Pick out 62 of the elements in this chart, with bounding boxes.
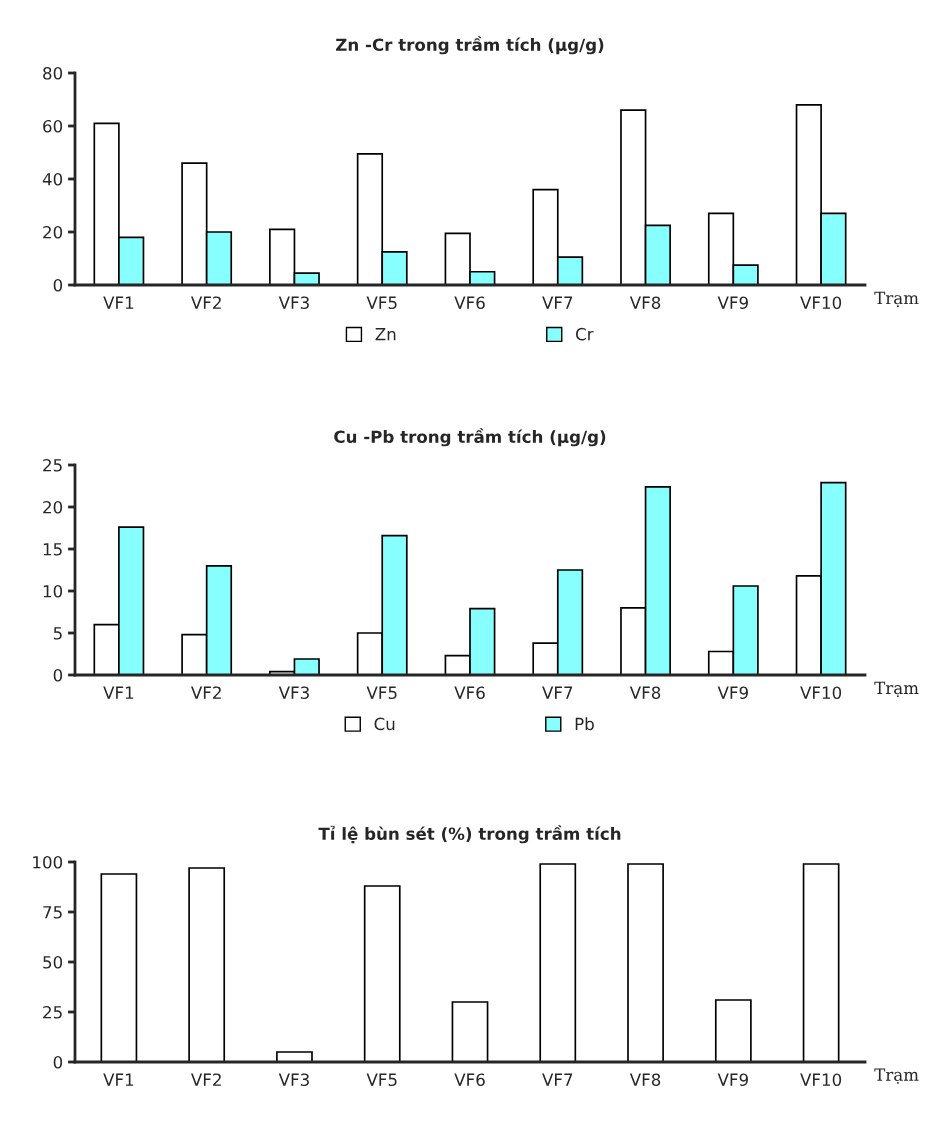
y-tick-label: 25: [43, 458, 62, 472]
legend-label: Zn: [375, 328, 396, 341]
x-tick-label: VF2: [191, 1073, 221, 1086]
y-tick-label: 10: [43, 584, 63, 598]
x-tick-label: VF6: [454, 686, 485, 700]
x-tick-label: VF7: [542, 296, 573, 309]
x-tick-label: VF9: [717, 1073, 748, 1087]
y-tick-label: 100: [33, 855, 63, 869]
y-tick-label: 15: [43, 543, 62, 556]
x-axis-title: Trạm: [874, 681, 919, 698]
bar: [627, 863, 664, 1062]
chart-title: Zn -Cr trong trầm tích (μg/g): [336, 36, 604, 55]
x-tick-label: VF6: [454, 1073, 485, 1087]
x-tick-label: VF1: [103, 1073, 134, 1086]
bar: [363, 885, 401, 1062]
chart-title: Cu -Pb trong trầm tích (μg/g): [334, 428, 606, 447]
y-tick-label: 40: [42, 172, 63, 186]
bar: [276, 1051, 313, 1062]
x-tick-label: VF10: [800, 296, 842, 310]
x-tick-label: VF10: [800, 1073, 842, 1087]
x-axis-title: Trạm: [874, 1068, 919, 1084]
x-tick-label: VF1: [103, 296, 134, 309]
x-tick-label: VF5: [366, 296, 397, 310]
bar: [802, 863, 840, 1062]
y-tick-label: 20: [43, 500, 63, 514]
x-tick-label: VF7: [542, 686, 573, 699]
bar: [451, 1001, 489, 1062]
y-tick-label: 25: [43, 1005, 62, 1019]
x-tick-label: VF5: [366, 1073, 397, 1087]
chart-title: Tỉ lệ bùn sét (%) trong trầm tích: [318, 825, 621, 844]
y-tick-label: 0: [53, 1055, 63, 1069]
x-tick-label: VF3: [278, 686, 309, 700]
y-tick-label: 60: [43, 119, 63, 133]
y-tick-label: 0: [53, 278, 63, 292]
legend-label: Cu: [374, 717, 395, 731]
y-tick-label: 0: [53, 668, 63, 682]
y-tick-label: 80: [43, 66, 63, 80]
y-tick-label: 50: [43, 955, 63, 969]
y-tick-label: 75: [43, 906, 62, 919]
x-tick-label: VF7: [542, 1073, 573, 1086]
x-tick-label: VF2: [191, 296, 221, 309]
bar: [539, 863, 577, 1062]
x-tick-label: VF6: [454, 296, 485, 310]
x-tick-label: VF3: [278, 296, 309, 310]
y-tick-label: 5: [53, 627, 62, 640]
x-tick-label: VF8: [629, 686, 661, 700]
legend-label: Cr: [576, 327, 594, 341]
x-tick-label: VF10: [800, 686, 842, 700]
x-tick-label: VF3: [278, 1073, 309, 1087]
x-tick-label: VF9: [717, 296, 748, 310]
bar: [100, 873, 138, 1062]
x-tick-label: VF1: [103, 686, 134, 699]
x-tick-label: VF8: [629, 296, 661, 310]
x-axis-title: Trạm: [874, 291, 919, 308]
x-tick-label: VF2: [191, 686, 221, 699]
x-tick-label: VF9: [717, 686, 748, 700]
legend-label: Pb: [575, 717, 594, 731]
x-tick-label: VF8: [629, 1073, 661, 1087]
x-tick-label: VF5: [366, 686, 397, 700]
bar: [714, 999, 752, 1062]
y-tick-label: 20: [43, 225, 63, 239]
bar: [188, 867, 226, 1062]
